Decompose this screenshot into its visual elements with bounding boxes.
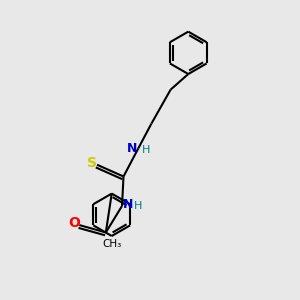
Text: O: O — [68, 216, 80, 230]
Text: CH₃: CH₃ — [102, 239, 121, 249]
Text: S: S — [87, 156, 97, 170]
Text: H: H — [134, 201, 142, 211]
Text: H: H — [142, 145, 151, 155]
Text: N: N — [123, 198, 133, 211]
Text: N: N — [127, 142, 137, 155]
